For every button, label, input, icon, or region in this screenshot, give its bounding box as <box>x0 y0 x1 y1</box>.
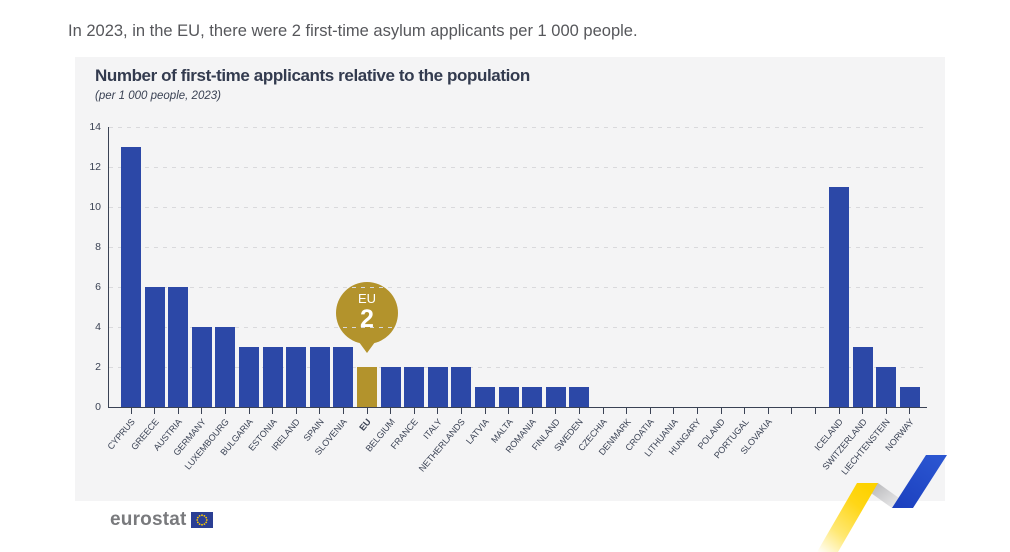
y-tick-label-4: 4 <box>95 321 101 333</box>
x-tick <box>390 408 392 414</box>
x-tick <box>319 408 321 414</box>
chart-subtitle: (per 1 000 people, 2023) <box>95 90 221 102</box>
eurostat-logo-text: eurostat <box>110 509 187 530</box>
x-tick <box>201 408 203 414</box>
bar-liechtenstein <box>876 367 897 407</box>
gridline-2 <box>109 367 927 368</box>
x-tick <box>909 408 911 414</box>
bar-cyprus <box>121 147 141 407</box>
x-tick <box>649 408 651 414</box>
x-tick <box>224 408 226 414</box>
x-tick <box>531 408 533 414</box>
x-tick <box>720 408 722 414</box>
bar-latvia <box>475 387 495 407</box>
bar-germany <box>191 327 212 407</box>
x-tick <box>154 408 156 414</box>
y-tick-label-12: 12 <box>89 161 101 173</box>
bar-finland <box>545 387 566 407</box>
x-tick <box>673 408 675 414</box>
bar-romania <box>522 387 543 407</box>
bar-belgium <box>380 367 401 407</box>
chart-title: Number of first-time applicants relative… <box>95 66 530 85</box>
headline: In 2023, in the EU, there were 2 first-t… <box>68 21 638 40</box>
x-tick <box>508 408 510 414</box>
y-tick-label-10: 10 <box>89 201 101 213</box>
x-tick <box>413 408 415 414</box>
eurostat-logo: eurostat <box>110 509 213 531</box>
eu-flag-icon <box>190 512 213 528</box>
bar-switzerland <box>852 347 873 407</box>
x-tick <box>295 408 297 414</box>
bar-netherlands <box>451 367 472 407</box>
y-tick-label-14: 14 <box>89 121 101 133</box>
gridline-14 <box>109 127 927 128</box>
bar-norway <box>899 387 920 407</box>
gridline-12 <box>109 167 927 168</box>
x-tick <box>555 408 557 414</box>
bar-iceland <box>829 187 849 407</box>
x-tick <box>484 408 486 414</box>
x-tick <box>130 408 132 414</box>
chart-card: Number of first-time applicants relative… <box>75 57 945 501</box>
x-tick <box>366 408 368 414</box>
gridline-6 <box>109 287 927 288</box>
x-tick <box>602 408 604 414</box>
x-tick <box>767 408 769 414</box>
bar-slovenia <box>333 347 354 407</box>
x-tick <box>696 408 698 414</box>
x-tick <box>862 408 864 414</box>
bar-greece <box>144 287 165 407</box>
bar-spain <box>309 347 330 407</box>
bar-estonia <box>262 347 283 407</box>
eu-callout-label: EU <box>357 291 377 306</box>
y-tick-label-8: 8 <box>95 241 101 253</box>
bar-ireland <box>286 347 307 407</box>
bar-austria <box>168 287 189 407</box>
bar-bulgaria <box>239 347 259 407</box>
gridline-8 <box>109 247 927 248</box>
y-tick-label-6: 6 <box>95 281 101 293</box>
y-tick-label-0: 0 <box>95 401 101 413</box>
x-tick <box>791 408 793 414</box>
x-tick <box>578 408 580 414</box>
x-tick <box>814 408 816 414</box>
plot-area: EU 2 0 2 4 6 8 10 12 14 CYPRUS GREECE AUSTRIA GERMA… <box>89 121 927 477</box>
x-tick <box>437 408 439 414</box>
x-tick <box>272 408 274 414</box>
x-tick <box>460 408 462 414</box>
y-tick-label-2: 2 <box>95 361 101 373</box>
x-tick <box>838 408 840 414</box>
bar-france <box>404 367 425 407</box>
x-tick <box>177 408 179 414</box>
bar-eu <box>357 367 377 407</box>
x-tick <box>744 408 746 414</box>
gridline-10 <box>109 207 927 208</box>
gridline-4 <box>109 327 927 328</box>
ribbon-decoration-icon <box>817 455 947 552</box>
x-tick <box>342 408 344 414</box>
bar-malta <box>498 387 519 407</box>
x-tick <box>248 408 250 414</box>
bar-sweden <box>569 387 590 407</box>
x-tick <box>885 408 887 414</box>
bar-italy <box>427 367 448 407</box>
eu-callout-pointer-icon <box>356 338 378 353</box>
bar-luxembourg <box>215 327 236 407</box>
x-tick <box>626 408 628 414</box>
eu-callout-bubble: EU 2 <box>336 282 398 344</box>
eu-callout-value: 2 <box>360 305 374 334</box>
